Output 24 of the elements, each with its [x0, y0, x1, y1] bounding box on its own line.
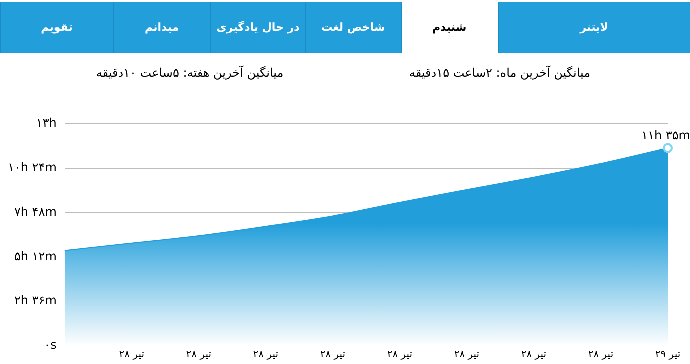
y-tick-label: ۲h ۳۶m [14, 294, 57, 308]
y-tick-label: ۱۳h [36, 116, 57, 130]
text: میدانم [113, 2, 210, 53]
x-tick-label: ۲۸ تیر [186, 350, 212, 361]
x-tick-label: ۲۸ تیر [253, 350, 279, 361]
text: شنیدم [400, 2, 498, 53]
x-tick-label: ۲۸ تیر [119, 350, 145, 361]
text: لایتنر [498, 2, 690, 53]
text: میانگین آخرین ماه: ۲ساعت ۱۵دقیقه [409, 66, 591, 80]
x-tick-label: ۲۸ تیر [588, 350, 614, 361]
text: شاخص لغت [305, 2, 401, 53]
x-tick-label: ۲۸ تیر [320, 350, 346, 361]
x-tick-label: ۲۸ تیر [454, 350, 480, 361]
text: تقویم [0, 2, 114, 53]
x-tick-label: ۲۸ تیر [387, 350, 413, 361]
annotation: ۱۱h ۳۵m [642, 128, 690, 142]
x-tick-label: ۲۹ تیر [655, 350, 681, 361]
x-tick-label: ۲۸ تیر [521, 350, 547, 361]
y-tick-label: ۰s [44, 338, 57, 352]
text: میانگین آخرین هفته: ۵ساعت ۱۰دقیقه [96, 66, 284, 80]
y-tick-label: ۷h ۴۸m [14, 204, 57, 219]
y-tick-label: ۵h ۱۲m [14, 249, 57, 264]
text: در حال یادگیری [210, 2, 306, 53]
y-tick-label: ۱۰h ۲۴m [8, 160, 57, 175]
